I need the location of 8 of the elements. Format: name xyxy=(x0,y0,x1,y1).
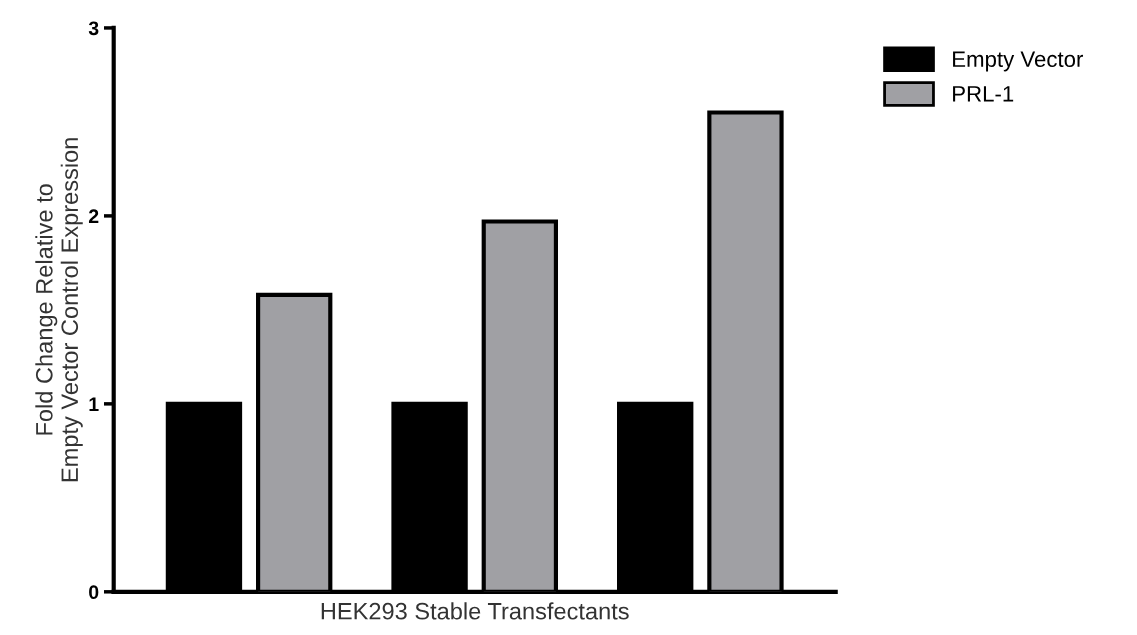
y-tick-label: 0 xyxy=(89,585,99,600)
y-tick-label: 1 xyxy=(89,397,99,411)
y-tick-label: 2 xyxy=(88,209,99,223)
y-tick-label: 3 xyxy=(88,21,99,36)
legend-label: Empty Vector xyxy=(953,51,1084,72)
legend-label: PRL-1 xyxy=(953,86,1014,102)
x-axis-title: HEK293 Stable Transfectants xyxy=(321,602,629,620)
y-axis-title: Fold Change Relative to Empty Vector Control Expression xyxy=(35,138,83,482)
